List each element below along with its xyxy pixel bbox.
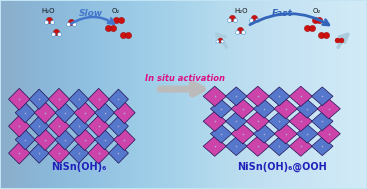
- Text: H₂O: H₂O: [41, 8, 55, 14]
- Polygon shape: [88, 88, 109, 110]
- Polygon shape: [88, 115, 109, 137]
- Polygon shape: [246, 136, 269, 156]
- Polygon shape: [109, 116, 128, 136]
- Text: NiSn(OH)₆: NiSn(OH)₆: [51, 162, 106, 172]
- Polygon shape: [297, 99, 318, 118]
- Polygon shape: [317, 124, 340, 144]
- Polygon shape: [34, 129, 56, 150]
- Polygon shape: [69, 116, 89, 136]
- Polygon shape: [274, 124, 297, 144]
- Polygon shape: [29, 143, 49, 163]
- Polygon shape: [48, 88, 70, 110]
- Polygon shape: [289, 86, 312, 106]
- Polygon shape: [69, 89, 89, 109]
- Polygon shape: [231, 124, 254, 144]
- Polygon shape: [269, 112, 290, 131]
- Text: Slow: Slow: [79, 9, 103, 18]
- Polygon shape: [48, 142, 70, 164]
- Polygon shape: [109, 143, 128, 163]
- Text: H₂O: H₂O: [235, 8, 248, 14]
- Polygon shape: [34, 102, 56, 124]
- Polygon shape: [274, 99, 297, 119]
- Polygon shape: [69, 143, 89, 163]
- Polygon shape: [8, 115, 30, 137]
- Polygon shape: [203, 86, 226, 106]
- Polygon shape: [203, 136, 226, 156]
- Polygon shape: [297, 124, 318, 143]
- Polygon shape: [312, 112, 333, 131]
- Polygon shape: [74, 129, 95, 150]
- Polygon shape: [114, 129, 135, 150]
- Polygon shape: [225, 137, 247, 156]
- Polygon shape: [289, 111, 312, 131]
- Polygon shape: [29, 116, 49, 136]
- Polygon shape: [225, 87, 247, 106]
- Text: In situ activation: In situ activation: [145, 74, 225, 83]
- Polygon shape: [95, 129, 115, 150]
- Polygon shape: [289, 136, 312, 156]
- Polygon shape: [231, 99, 254, 119]
- Polygon shape: [114, 102, 135, 124]
- Polygon shape: [48, 115, 70, 137]
- Polygon shape: [8, 142, 30, 164]
- Text: O₂: O₂: [112, 8, 120, 14]
- Polygon shape: [74, 102, 95, 124]
- Polygon shape: [55, 103, 75, 123]
- Polygon shape: [29, 89, 49, 109]
- Polygon shape: [88, 142, 109, 164]
- Polygon shape: [225, 112, 247, 131]
- Polygon shape: [269, 87, 290, 106]
- Polygon shape: [312, 87, 333, 106]
- Polygon shape: [210, 99, 232, 118]
- Polygon shape: [109, 89, 128, 109]
- Polygon shape: [8, 88, 30, 110]
- Polygon shape: [246, 111, 269, 131]
- Text: NiSn(OH)₆@OOH: NiSn(OH)₆@OOH: [237, 162, 327, 172]
- Polygon shape: [312, 137, 333, 156]
- Polygon shape: [95, 103, 115, 123]
- FancyArrowPatch shape: [217, 34, 226, 47]
- Polygon shape: [246, 86, 269, 106]
- Polygon shape: [254, 99, 275, 118]
- Polygon shape: [269, 137, 290, 156]
- Polygon shape: [15, 103, 35, 123]
- Polygon shape: [15, 129, 35, 150]
- FancyArrowPatch shape: [338, 34, 348, 47]
- Text: O₂: O₂: [313, 8, 321, 14]
- Polygon shape: [254, 124, 275, 143]
- Polygon shape: [55, 129, 75, 150]
- Polygon shape: [317, 99, 340, 119]
- Text: Fast: Fast: [271, 9, 292, 18]
- Polygon shape: [203, 111, 226, 131]
- Polygon shape: [210, 124, 232, 143]
